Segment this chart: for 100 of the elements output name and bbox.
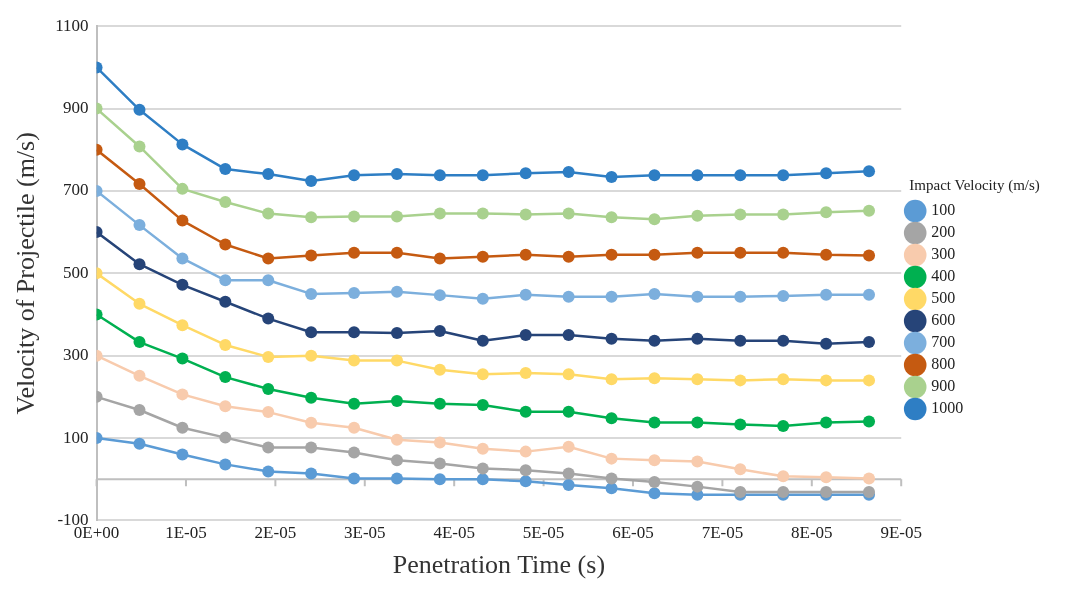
point [348, 210, 361, 223]
point [348, 246, 361, 259]
point [519, 288, 532, 301]
point [176, 448, 189, 461]
point [691, 455, 704, 468]
point [648, 334, 661, 347]
point [305, 249, 318, 262]
point [133, 140, 146, 153]
point [176, 421, 189, 434]
point [390, 433, 403, 446]
point [734, 374, 747, 387]
x-tick-label: 7E-05 [701, 523, 744, 543]
point [863, 415, 876, 428]
x-tick-label: 8E-05 [791, 523, 833, 543]
point [777, 289, 790, 302]
point [433, 473, 446, 486]
point [691, 416, 704, 429]
point [562, 165, 575, 178]
point [820, 416, 833, 429]
point [605, 332, 618, 345]
point [133, 437, 146, 450]
point [562, 207, 575, 220]
point [305, 441, 318, 454]
point [262, 350, 275, 363]
point [519, 208, 532, 221]
point [219, 400, 232, 413]
legend-label: 300 [931, 245, 956, 263]
legend-label: 700 [931, 333, 956, 351]
point [777, 208, 790, 221]
point [562, 467, 575, 480]
point [133, 404, 146, 417]
point [519, 329, 532, 342]
point [219, 458, 232, 471]
point [691, 209, 704, 222]
point [734, 290, 747, 303]
x-tick-label: 6E-05 [612, 523, 654, 543]
point [219, 163, 232, 176]
legend-label: 500 [931, 289, 956, 307]
point [219, 238, 232, 251]
point [691, 332, 704, 345]
point [863, 249, 876, 262]
x-tick-label: 2E-05 [254, 523, 297, 543]
point [562, 329, 575, 342]
point [777, 470, 790, 483]
point [348, 472, 361, 485]
point [133, 177, 146, 190]
x-tick-label: 9E-05 [880, 523, 922, 543]
point [476, 169, 489, 182]
point [476, 399, 489, 412]
legend-label: 800 [931, 355, 956, 373]
point [605, 211, 618, 224]
point [648, 416, 661, 429]
point [562, 440, 575, 453]
point [262, 383, 275, 396]
point [648, 169, 661, 182]
point [433, 397, 446, 410]
point [648, 476, 661, 489]
point [734, 334, 747, 347]
y-tick-label: 1100 [55, 15, 89, 35]
y-axis-title: Velocity of Projectile (m/s) [11, 132, 41, 415]
legend-label: 100 [931, 201, 956, 219]
point [433, 436, 446, 449]
legend-label: 600 [931, 311, 956, 329]
point [305, 467, 318, 480]
point [519, 445, 532, 458]
point [390, 472, 403, 485]
point [820, 206, 833, 219]
point [176, 214, 189, 227]
point [691, 373, 704, 386]
point [648, 213, 661, 226]
point [390, 454, 403, 467]
point [433, 289, 446, 302]
point [476, 462, 489, 475]
point [562, 368, 575, 381]
point [519, 405, 532, 418]
point [562, 290, 575, 303]
point [305, 416, 318, 429]
point [305, 349, 318, 362]
point [219, 196, 232, 209]
point [133, 103, 146, 116]
point [348, 397, 361, 410]
point [176, 182, 189, 195]
point [734, 208, 747, 221]
point [734, 169, 747, 182]
point [305, 211, 318, 224]
point [262, 207, 275, 220]
point [648, 487, 661, 500]
point [476, 473, 489, 486]
point [863, 204, 876, 217]
point [605, 170, 618, 183]
point [734, 418, 747, 431]
point [219, 338, 232, 351]
point [433, 363, 446, 376]
point [390, 327, 403, 340]
point [863, 165, 876, 178]
point [820, 337, 833, 350]
point [390, 354, 403, 367]
point [433, 457, 446, 470]
point [562, 478, 575, 491]
point [648, 287, 661, 300]
